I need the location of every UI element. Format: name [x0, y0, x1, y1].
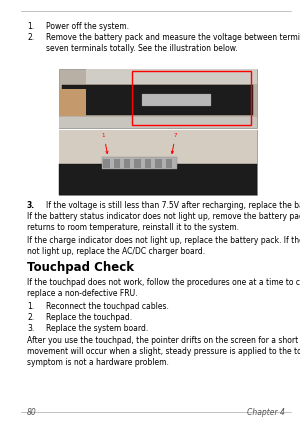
- Text: Chapter 4: Chapter 4: [247, 408, 285, 417]
- Bar: [58, 117, 256, 128]
- Text: 1.: 1.: [27, 302, 34, 311]
- Bar: [134, 159, 141, 168]
- Bar: [155, 159, 161, 168]
- Text: Power off the system.: Power off the system.: [46, 22, 130, 31]
- Text: seven terminals totally. See the illustration below.: seven terminals totally. See the illustr…: [46, 44, 238, 53]
- Text: Touchpad Check: Touchpad Check: [27, 261, 134, 274]
- Bar: [58, 130, 256, 166]
- Text: After you use the touchpad, the pointer drifts on the screen for a short time. T: After you use the touchpad, the pointer …: [27, 337, 300, 346]
- Bar: [102, 157, 177, 169]
- Bar: [132, 71, 250, 125]
- Text: symptom is not a hardware problem.: symptom is not a hardware problem.: [27, 359, 169, 368]
- Text: Replace the system board.: Replace the system board.: [46, 324, 149, 333]
- Text: replace a non-defective FRU.: replace a non-defective FRU.: [27, 289, 137, 298]
- Bar: [85, 69, 256, 83]
- Bar: [103, 159, 110, 168]
- Bar: [58, 89, 85, 116]
- Bar: [142, 94, 211, 106]
- Text: 7: 7: [174, 133, 178, 138]
- Text: If the charge indicator does not light up, replace the battery pack. If the char: If the charge indicator does not light u…: [27, 236, 300, 245]
- Bar: [58, 164, 256, 196]
- Bar: [145, 159, 151, 168]
- Text: movement will occur when a slight, steady pressure is applied to the touchpad po: movement will occur when a slight, stead…: [27, 348, 300, 357]
- Text: If the voltage is still less than 7.5V after recharging, replace the battery.: If the voltage is still less than 7.5V a…: [46, 201, 300, 210]
- Text: 2.: 2.: [27, 313, 34, 322]
- Text: Reconnect the touchpad cables.: Reconnect the touchpad cables.: [46, 302, 169, 311]
- Bar: [114, 159, 120, 168]
- Text: If the battery status indicator does not light up, remove the battery pack. Afte: If the battery status indicator does not…: [27, 212, 300, 221]
- Text: 80: 80: [27, 408, 37, 417]
- Text: If the touchpad does not work, follow the procedures one at a time to correct th: If the touchpad does not work, follow th…: [27, 278, 300, 287]
- Text: returns to room temperature, reinstall it to the system.: returns to room temperature, reinstall i…: [27, 223, 239, 232]
- Text: not light up, replace the AC/DC charger board.: not light up, replace the AC/DC charger …: [27, 247, 205, 256]
- Text: Replace the touchpad.: Replace the touchpad.: [46, 313, 133, 322]
- Text: 3.: 3.: [27, 201, 35, 210]
- Text: 1: 1: [102, 133, 105, 138]
- Text: Remove the battery pack and measure the voltage between terminals one (+) and se: Remove the battery pack and measure the …: [46, 33, 300, 42]
- Bar: [58, 69, 256, 128]
- Text: 2.: 2.: [27, 33, 34, 42]
- Bar: [124, 159, 130, 168]
- Bar: [58, 130, 256, 196]
- Text: 1.: 1.: [27, 22, 34, 31]
- Text: 3.: 3.: [27, 324, 34, 333]
- Bar: [61, 85, 254, 115]
- Bar: [166, 159, 172, 168]
